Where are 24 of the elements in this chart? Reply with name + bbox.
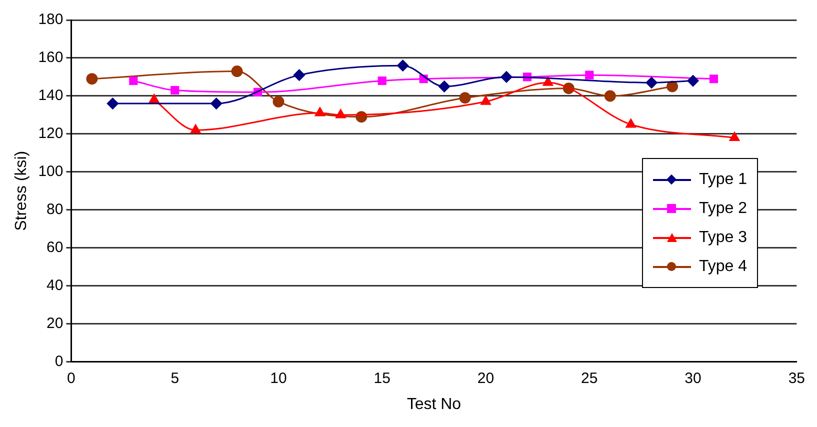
y-tick-label: 60 <box>46 239 64 256</box>
y-tick-label: 160 <box>38 49 64 66</box>
legend-label: Type 2 <box>698 200 747 218</box>
x-tick-label: 5 <box>170 370 180 387</box>
legend-label: Type 4 <box>698 258 747 276</box>
x-tick-label: 25 <box>581 370 598 387</box>
y-tick-label: 20 <box>46 314 64 332</box>
y-tick-label: 80 <box>46 201 64 218</box>
x-axis-title: Test No <box>406 396 462 413</box>
x-tick-label: 30 <box>684 370 702 387</box>
x-tick-label: 10 <box>270 370 287 387</box>
x-tick-label: 15 <box>374 370 390 387</box>
legend-label: Type 3 <box>698 228 747 246</box>
y-tick-label: 180 <box>38 11 64 28</box>
y-tick-label: 0 <box>54 352 64 370</box>
x-tick-label: 0 <box>67 370 76 387</box>
y-tick-label: 140 <box>38 87 64 104</box>
x-tick-label: 35 <box>788 370 805 387</box>
y-tick-label: 100 <box>38 163 64 180</box>
y-tick-label: 120 <box>38 125 64 142</box>
legend-label: Type 1 <box>698 170 747 188</box>
x-tick-label: 20 <box>477 370 494 387</box>
y-tick-label: 40 <box>46 276 64 294</box>
y-axis-title: Stress (ksi) <box>13 150 30 231</box>
